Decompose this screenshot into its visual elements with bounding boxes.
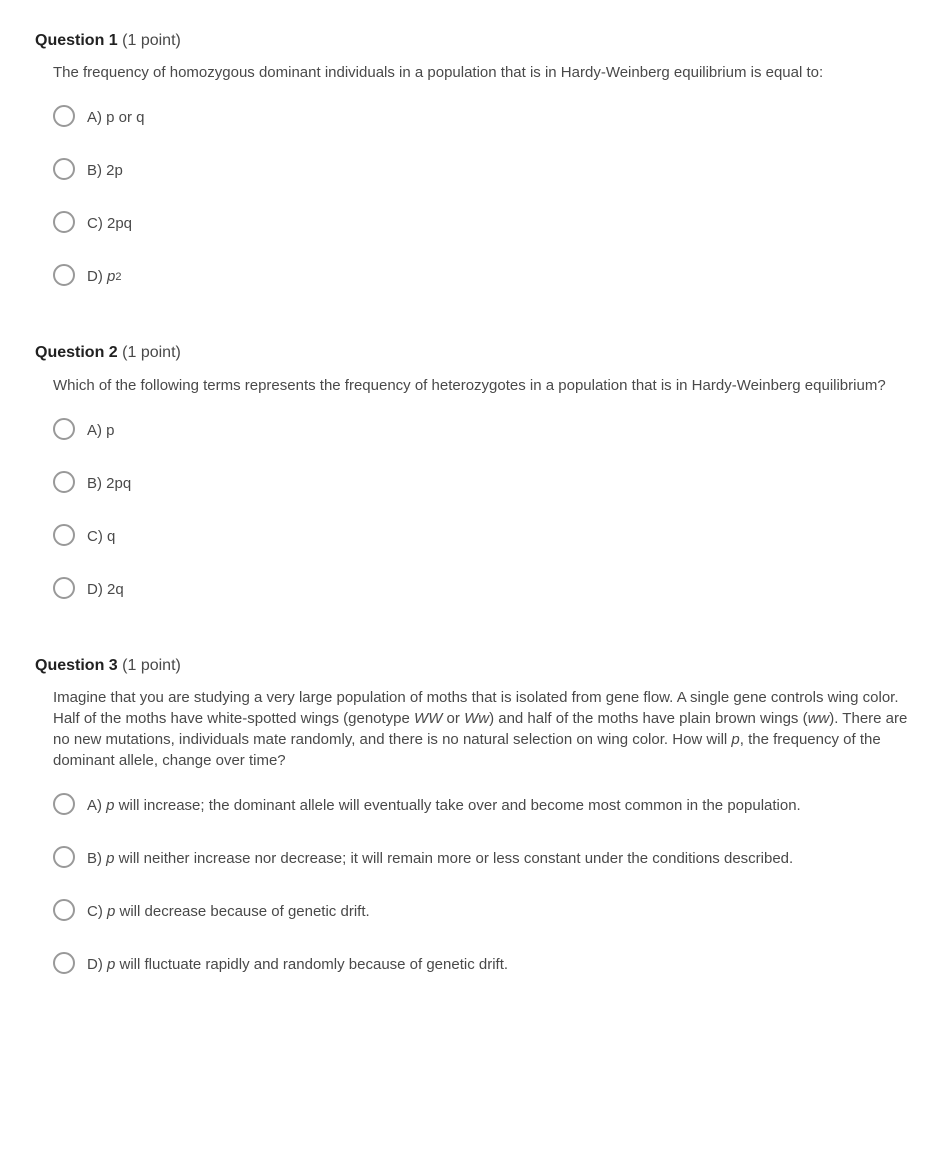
question-points: (1 point) [122, 657, 181, 674]
question-header: Question 2 (1 point) [35, 342, 916, 364]
answer-label: C) q [87, 524, 115, 547]
question-number: Question 2 [35, 344, 118, 361]
answer-label: A) p [87, 418, 115, 441]
answer-option[interactable]: C) q [53, 524, 916, 547]
answer-label: C) p will decrease because of genetic dr… [87, 899, 370, 922]
answer-label: B) 2pq [87, 471, 131, 494]
radio-button[interactable] [53, 105, 75, 127]
radio-button[interactable] [53, 846, 75, 868]
radio-button[interactable] [53, 471, 75, 493]
question-points: (1 point) [122, 32, 181, 49]
answer-label: B) 2p [87, 158, 123, 181]
answer-option[interactable]: D) p2 [53, 264, 916, 287]
question-points: (1 point) [122, 344, 181, 361]
radio-button[interactable] [53, 899, 75, 921]
answer-label: A) p or q [87, 105, 145, 128]
quiz-container: Question 1 (1 point) The frequency of hom… [35, 30, 916, 975]
radio-button[interactable] [53, 952, 75, 974]
answer-option[interactable]: C) p will decrease because of genetic dr… [53, 899, 916, 922]
question-number: Question 3 [35, 657, 118, 674]
answer-label: D) 2q [87, 577, 124, 600]
question-block: Question 1 (1 point) The frequency of hom… [35, 30, 916, 287]
answer-label: D) p will fluctuate rapidly and randomly… [87, 952, 508, 975]
radio-button[interactable] [53, 264, 75, 286]
answer-option[interactable]: A) p or q [53, 105, 916, 128]
answer-label: A) p will increase; the dominant allele … [87, 793, 801, 816]
radio-button[interactable] [53, 577, 75, 599]
answer-option[interactable]: B) 2p [53, 158, 916, 181]
answer-label: D) p2 [87, 264, 121, 287]
question-prompt: Which of the following terms represents … [53, 375, 916, 396]
answer-option[interactable]: A) p [53, 418, 916, 441]
radio-button[interactable] [53, 158, 75, 180]
answer-option[interactable]: A) p will increase; the dominant allele … [53, 793, 916, 816]
question-block: Question 3 (1 point) Imagine that you are… [35, 655, 916, 975]
radio-button[interactable] [53, 418, 75, 440]
radio-button[interactable] [53, 524, 75, 546]
question-header: Question 1 (1 point) [35, 30, 916, 52]
answer-option[interactable]: B) 2pq [53, 471, 916, 494]
question-prompt: Imagine that you are studying a very lar… [53, 687, 916, 771]
answer-option[interactable]: C) 2pq [53, 211, 916, 234]
question-block: Question 2 (1 point) Which of the followi… [35, 342, 916, 599]
answer-option[interactable]: D) p will fluctuate rapidly and randomly… [53, 952, 916, 975]
radio-button[interactable] [53, 211, 75, 233]
answer-option[interactable]: D) 2q [53, 577, 916, 600]
radio-button[interactable] [53, 793, 75, 815]
question-header: Question 3 (1 point) [35, 655, 916, 677]
answer-option[interactable]: B) p will neither increase nor decrease;… [53, 846, 916, 869]
answer-label: C) 2pq [87, 211, 132, 234]
question-number: Question 1 [35, 32, 118, 49]
answer-label: B) p will neither increase nor decrease;… [87, 846, 793, 869]
question-prompt: The frequency of homozygous dominant ind… [53, 62, 916, 83]
